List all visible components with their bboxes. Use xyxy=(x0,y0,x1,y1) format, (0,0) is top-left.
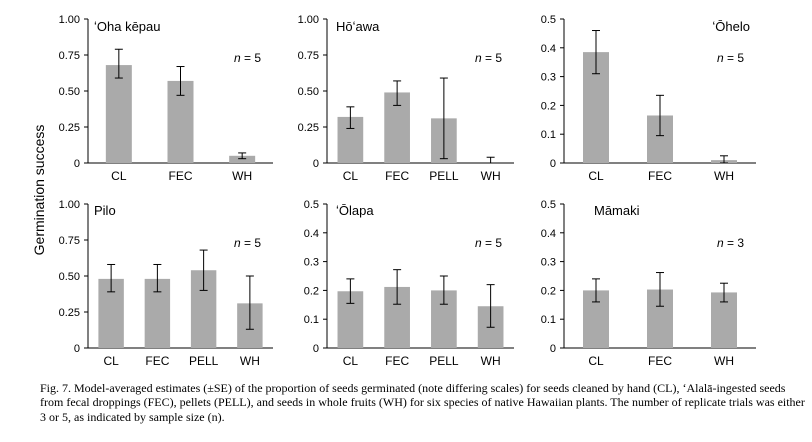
panel-oha-kepau: 0 0.25 0.50 0.75 1.00 CL FEC WH ʻOha kēpau n = 5 xyxy=(59,14,273,183)
bar-cl xyxy=(105,65,132,163)
y-tick-label: 0.25 xyxy=(59,122,80,134)
category-label: PELL xyxy=(429,354,459,368)
y-tick-label: 0 xyxy=(550,158,556,170)
y-tick-label: 0 xyxy=(74,158,80,170)
y-tick-label: 0 xyxy=(74,343,80,355)
y-axis-title: Germination success xyxy=(31,125,47,256)
y-tick-label: 0.50 xyxy=(298,86,319,98)
y-tick-label: 0.50 xyxy=(59,86,80,98)
sample-size-label: n = 5 xyxy=(717,51,744,65)
panel-title: ʻŌhelo xyxy=(712,19,750,34)
y-tick-label: 0.2 xyxy=(541,100,556,112)
y-tick-label: 0.2 xyxy=(541,285,556,297)
panel-mamaki: 0 0.1 0.2 0.3 0.4 0.5 CL FEC WH Māmaki n = 3 xyxy=(541,199,756,368)
y-tick-label: 0.1 xyxy=(541,314,556,326)
y-tick-label: 0.1 xyxy=(304,314,319,326)
y-tick-label: 0.3 xyxy=(304,257,319,269)
category-label: WH xyxy=(714,169,734,183)
category-label: FEC xyxy=(648,169,672,183)
y-tick-label: 0.25 xyxy=(298,122,319,134)
category-label: WH xyxy=(481,169,501,183)
y-tick-label: 1.00 xyxy=(59,199,80,211)
category-label: FEC xyxy=(169,169,193,183)
panel-title: Pilo xyxy=(94,203,116,218)
category-label: PELL xyxy=(429,169,459,183)
y-tick-label: 1.00 xyxy=(298,14,319,26)
y-tick-label: 1.00 xyxy=(59,14,80,26)
category-label: CL xyxy=(343,169,359,183)
y-tick-label: 0.50 xyxy=(59,271,80,283)
y-tick-label: 0.5 xyxy=(541,199,556,211)
category-label: WH xyxy=(714,354,734,368)
sample-size-label: n = 5 xyxy=(234,236,261,250)
category-label: CL xyxy=(103,354,119,368)
category-label: PELL xyxy=(189,354,219,368)
panel-title: ʻŌlapa xyxy=(336,203,374,218)
category-label: CL xyxy=(588,354,604,368)
panel-title: Māmaki xyxy=(594,203,640,218)
y-tick-label: 0 xyxy=(313,158,319,170)
y-tick-label: 0.75 xyxy=(59,50,80,62)
y-tick-label: 0 xyxy=(550,343,556,355)
category-label: CL xyxy=(343,354,359,368)
y-tick-label: 0.25 xyxy=(59,307,80,319)
category-label: FEC xyxy=(648,354,672,368)
panel-ohelo: 0 0.1 0.2 0.3 0.4 0.5 CL FEC WH ʻŌhelo n = 5 xyxy=(541,14,756,183)
sample-size-label: n = 3 xyxy=(717,236,744,250)
y-tick-label: 0.3 xyxy=(541,72,556,84)
sample-size-label: n = 5 xyxy=(475,236,502,250)
y-tick-label: 0.75 xyxy=(298,50,319,62)
y-tick-label: 0.4 xyxy=(541,43,556,55)
category-label: CL xyxy=(588,169,604,183)
y-tick-label: 0.4 xyxy=(304,228,319,240)
y-tick-label: 0.3 xyxy=(541,257,556,269)
y-tick-label: 0 xyxy=(313,343,319,355)
bar-wh xyxy=(229,155,256,163)
y-tick-label: 0.1 xyxy=(541,129,556,141)
category-label: FEC xyxy=(145,354,169,368)
sample-size-label: n = 5 xyxy=(475,51,502,65)
y-tick-label: 0.4 xyxy=(541,228,556,240)
panel-pilo: 0 0.25 0.50 0.75 1.00 CL FEC PELL WH Pilo n = 5 xyxy=(59,199,273,368)
panel-title: Hōʻawa xyxy=(336,19,380,34)
y-tick-label: 0.75 xyxy=(59,235,80,247)
sample-size-label: n = 5 xyxy=(234,51,261,65)
figure-caption: Fig. 7. Model-averaged estimates (±SE) o… xyxy=(40,381,805,424)
category-label: WH xyxy=(481,354,501,368)
category-label: FEC xyxy=(385,354,409,368)
y-tick-label: 0.2 xyxy=(304,285,319,297)
panel-hoawa: 0 0.25 0.50 0.75 1.00 CL FEC PELL WH Hōʻawa n = 5 xyxy=(298,14,514,183)
category-label: CL xyxy=(111,169,127,183)
y-tick-label: 0.5 xyxy=(541,14,556,26)
category-label: FEC xyxy=(385,169,409,183)
category-label: WH xyxy=(240,354,260,368)
panel-title: ʻOha kēpau xyxy=(94,19,161,34)
category-label: WH xyxy=(232,169,252,183)
y-tick-label: 0.5 xyxy=(304,199,319,211)
panel-olapa: 0 0.1 0.2 0.3 0.4 0.5 CL FEC PELL WH ʻŌlapa n = 5 xyxy=(304,199,514,368)
